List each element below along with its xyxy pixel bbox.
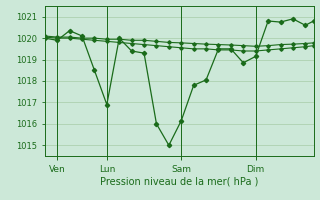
X-axis label: Pression niveau de la mer( hPa ): Pression niveau de la mer( hPa ) (100, 177, 258, 187)
